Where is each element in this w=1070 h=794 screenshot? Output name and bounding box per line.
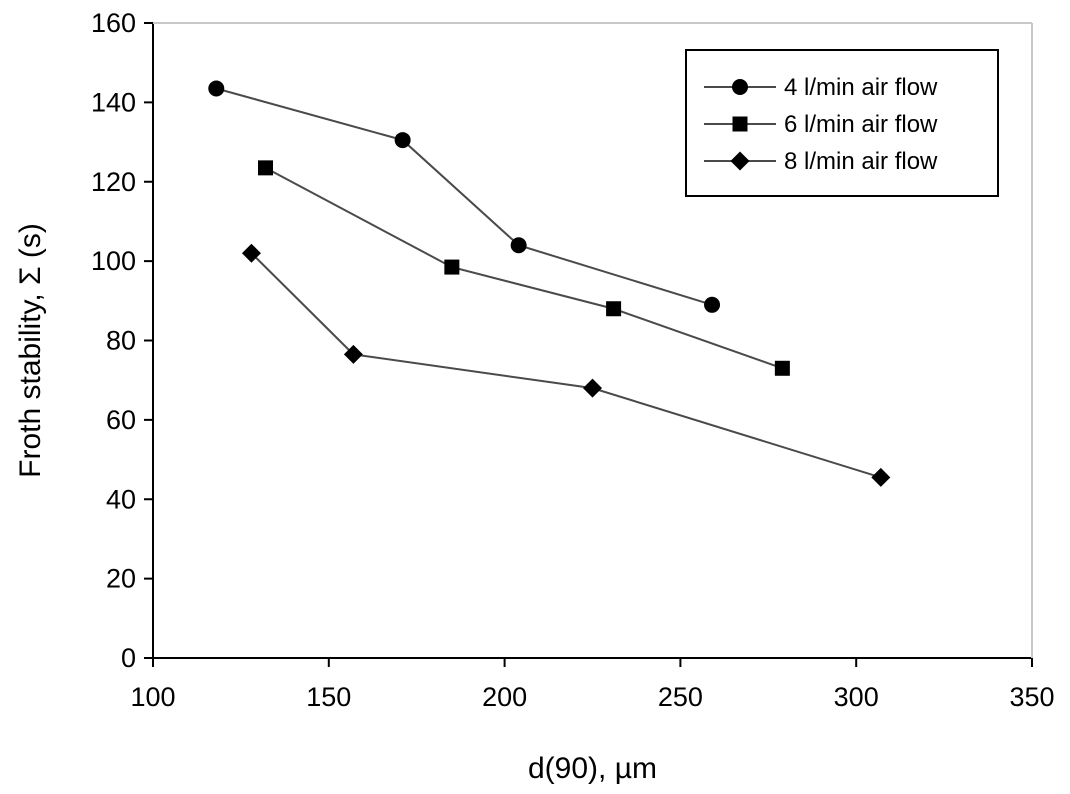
series-line [265, 166, 783, 370]
data-point [208, 80, 225, 97]
y-axis-title: Froth stability, Σ (s) [14, 223, 47, 478]
legend-item: 4 l/min air flow [704, 74, 938, 101]
data-point [241, 243, 261, 263]
series-line [250, 252, 882, 479]
y-tick-label: 60 [106, 405, 136, 435]
y-tick-label: 20 [106, 564, 136, 594]
legend-marker [730, 151, 750, 171]
data-point [583, 378, 602, 398]
legend-item: 6 l/min air flow [704, 111, 938, 138]
x-tick-label: 200 [482, 682, 527, 712]
y-tick-label: 0 [121, 643, 136, 673]
x-tick-label: 100 [130, 682, 175, 712]
x-axis-title: d(90), µm [528, 752, 657, 785]
x-tick-label: 250 [658, 682, 703, 712]
legend-item: 8 l/min air flow [704, 148, 938, 175]
data-point [258, 160, 274, 176]
legend-label: 8 l/min air flow [784, 148, 938, 175]
data-point [704, 296, 721, 313]
series-layer [208, 80, 891, 487]
x-tick-label: 150 [306, 682, 351, 712]
legend-marker [732, 79, 748, 95]
x-tick-label: 350 [1009, 682, 1054, 712]
y-tick-label: 40 [106, 484, 136, 514]
y-tick-label: 100 [91, 246, 136, 276]
series-line [216, 87, 713, 306]
y-tick-label: 140 [91, 87, 136, 117]
legend: 4 l/min air flow 6 l/min air flow 8 l/min … [685, 49, 999, 197]
series-3 [241, 243, 891, 487]
legend-marker [732, 116, 748, 132]
x-tick-label: 300 [834, 682, 879, 712]
data-point [871, 467, 891, 487]
data-point [343, 344, 363, 364]
y-tick-label: 120 [91, 167, 136, 197]
data-point [394, 132, 411, 149]
data-point [444, 259, 460, 275]
legend-label: 4 l/min air flow [784, 74, 938, 101]
data-point [510, 237, 527, 254]
y-tick-label: 160 [91, 8, 136, 38]
data-point [606, 301, 622, 317]
y-tick-label: 80 [106, 326, 136, 356]
legend-label: 6 l/min air flow [784, 111, 938, 138]
data-point [774, 360, 790, 376]
series-2 [258, 160, 790, 376]
x-axis-ticks: 100 150 200 250 300 350 [130, 658, 1055, 712]
series-1 [208, 80, 721, 313]
y-axis-ticks: 0 20 40 60 80 100 120 140 160 [91, 8, 153, 673]
